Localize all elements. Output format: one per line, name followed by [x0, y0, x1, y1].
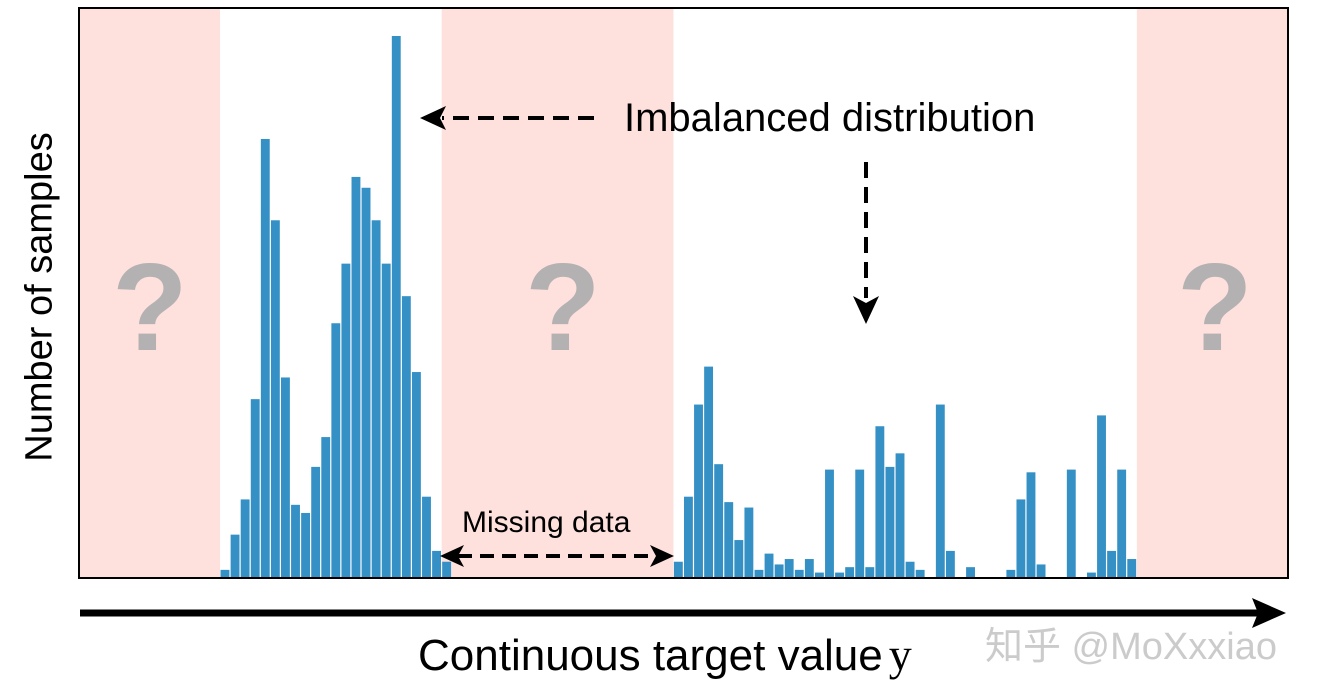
- histogram-bar: [845, 567, 855, 578]
- histogram-bar: [422, 496, 431, 578]
- histogram-bar: [694, 404, 703, 578]
- shaded-regions: [79, 8, 1288, 578]
- histogram-bar: [744, 507, 754, 578]
- histogram-bar: [371, 220, 381, 578]
- histogram-bar: [442, 561, 452, 578]
- histogram-bar: [794, 569, 804, 578]
- histogram-bar: [945, 550, 955, 578]
- histogram-bar: [1016, 499, 1026, 578]
- histogram-bar: [684, 496, 693, 578]
- x-axis-label: Continuous target value y: [418, 628, 912, 681]
- histogram-bar: [432, 550, 441, 578]
- histogram-bar: [411, 372, 421, 578]
- histogram-bar: [1097, 415, 1106, 578]
- histogram-bar: [704, 366, 714, 578]
- histogram-bar: [714, 464, 724, 578]
- histogram-bar: [391, 36, 401, 578]
- histogram-bar: [1066, 469, 1076, 578]
- histogram-bar: [341, 263, 351, 578]
- plot-frame: [78, 7, 1289, 579]
- histogram-bar: [1006, 569, 1016, 578]
- histogram-bar: [825, 469, 834, 578]
- histogram-bar: [885, 466, 895, 578]
- shaded-region-1: [79, 8, 221, 578]
- histogram-bar: [784, 559, 794, 578]
- histogram-bar: [905, 561, 915, 578]
- histogram-bar: [1127, 559, 1137, 578]
- histogram-bar: [724, 502, 734, 578]
- missing-data-annotation: Missing data: [462, 506, 631, 539]
- histogram-bar: [220, 569, 230, 578]
- question-mark-middle: ?: [525, 239, 601, 377]
- histogram-bar: [381, 263, 391, 578]
- watermark: 知乎 @MoXxxiao: [985, 626, 1277, 668]
- histogram-bar: [321, 437, 331, 578]
- question-mark-right: ?: [1177, 239, 1253, 377]
- histogram-bar: [814, 572, 824, 578]
- histogram-bar: [804, 559, 814, 578]
- histogram-bar: [1026, 472, 1036, 578]
- histogram-bars: [220, 36, 1137, 579]
- histogram-bar: [361, 187, 371, 578]
- x-axis-variable: y: [888, 629, 912, 680]
- histogram-bar: [764, 553, 774, 578]
- histogram-bar: [351, 176, 361, 579]
- histogram-bar: [754, 569, 764, 578]
- histogram-bar: [240, 499, 250, 578]
- histogram-bar: [281, 377, 290, 578]
- histogram-bar: [1087, 572, 1096, 578]
- histogram-bar: [291, 504, 300, 578]
- histogram-bar: [331, 323, 341, 578]
- x-axis-arrow: [80, 598, 1286, 628]
- x-axis-label-text: Continuous target value: [418, 631, 883, 680]
- histogram-bar: [915, 569, 925, 578]
- histogram-bar: [895, 453, 905, 578]
- imbalanced-distribution-annotation: Imbalanced distribution: [624, 96, 1036, 140]
- imbalanced-arrow-left: [420, 106, 594, 130]
- histogram-bar: [1036, 564, 1046, 578]
- y-axis-label: Number of samples: [18, 132, 61, 462]
- histogram-bar: [301, 512, 311, 578]
- histogram-bar: [401, 296, 411, 578]
- imbalanced-arrow-down: [853, 162, 879, 324]
- histogram-bar: [774, 564, 784, 578]
- histogram-bar: [966, 567, 975, 578]
- missing-data-arrow: [440, 545, 674, 567]
- histogram-bar: [865, 567, 875, 578]
- histogram-bar: [673, 561, 683, 578]
- shaded-region-2: [441, 8, 674, 578]
- histogram-bar: [1107, 550, 1117, 578]
- histogram-bar: [270, 220, 280, 578]
- shaded-region-3: [1136, 8, 1288, 578]
- histogram-bar: [250, 399, 260, 578]
- histogram-bar: [260, 138, 270, 579]
- histogram-bar: [835, 572, 844, 578]
- histogram-bar: [311, 466, 321, 578]
- question-mark-left: ?: [112, 239, 188, 377]
- histogram-bar: [230, 534, 240, 578]
- histogram-bar: [855, 469, 865, 578]
- histogram-bar: [734, 540, 744, 578]
- histogram-bar: [875, 426, 885, 578]
- histogram-bar: [1117, 469, 1127, 578]
- histogram-bar: [935, 404, 945, 578]
